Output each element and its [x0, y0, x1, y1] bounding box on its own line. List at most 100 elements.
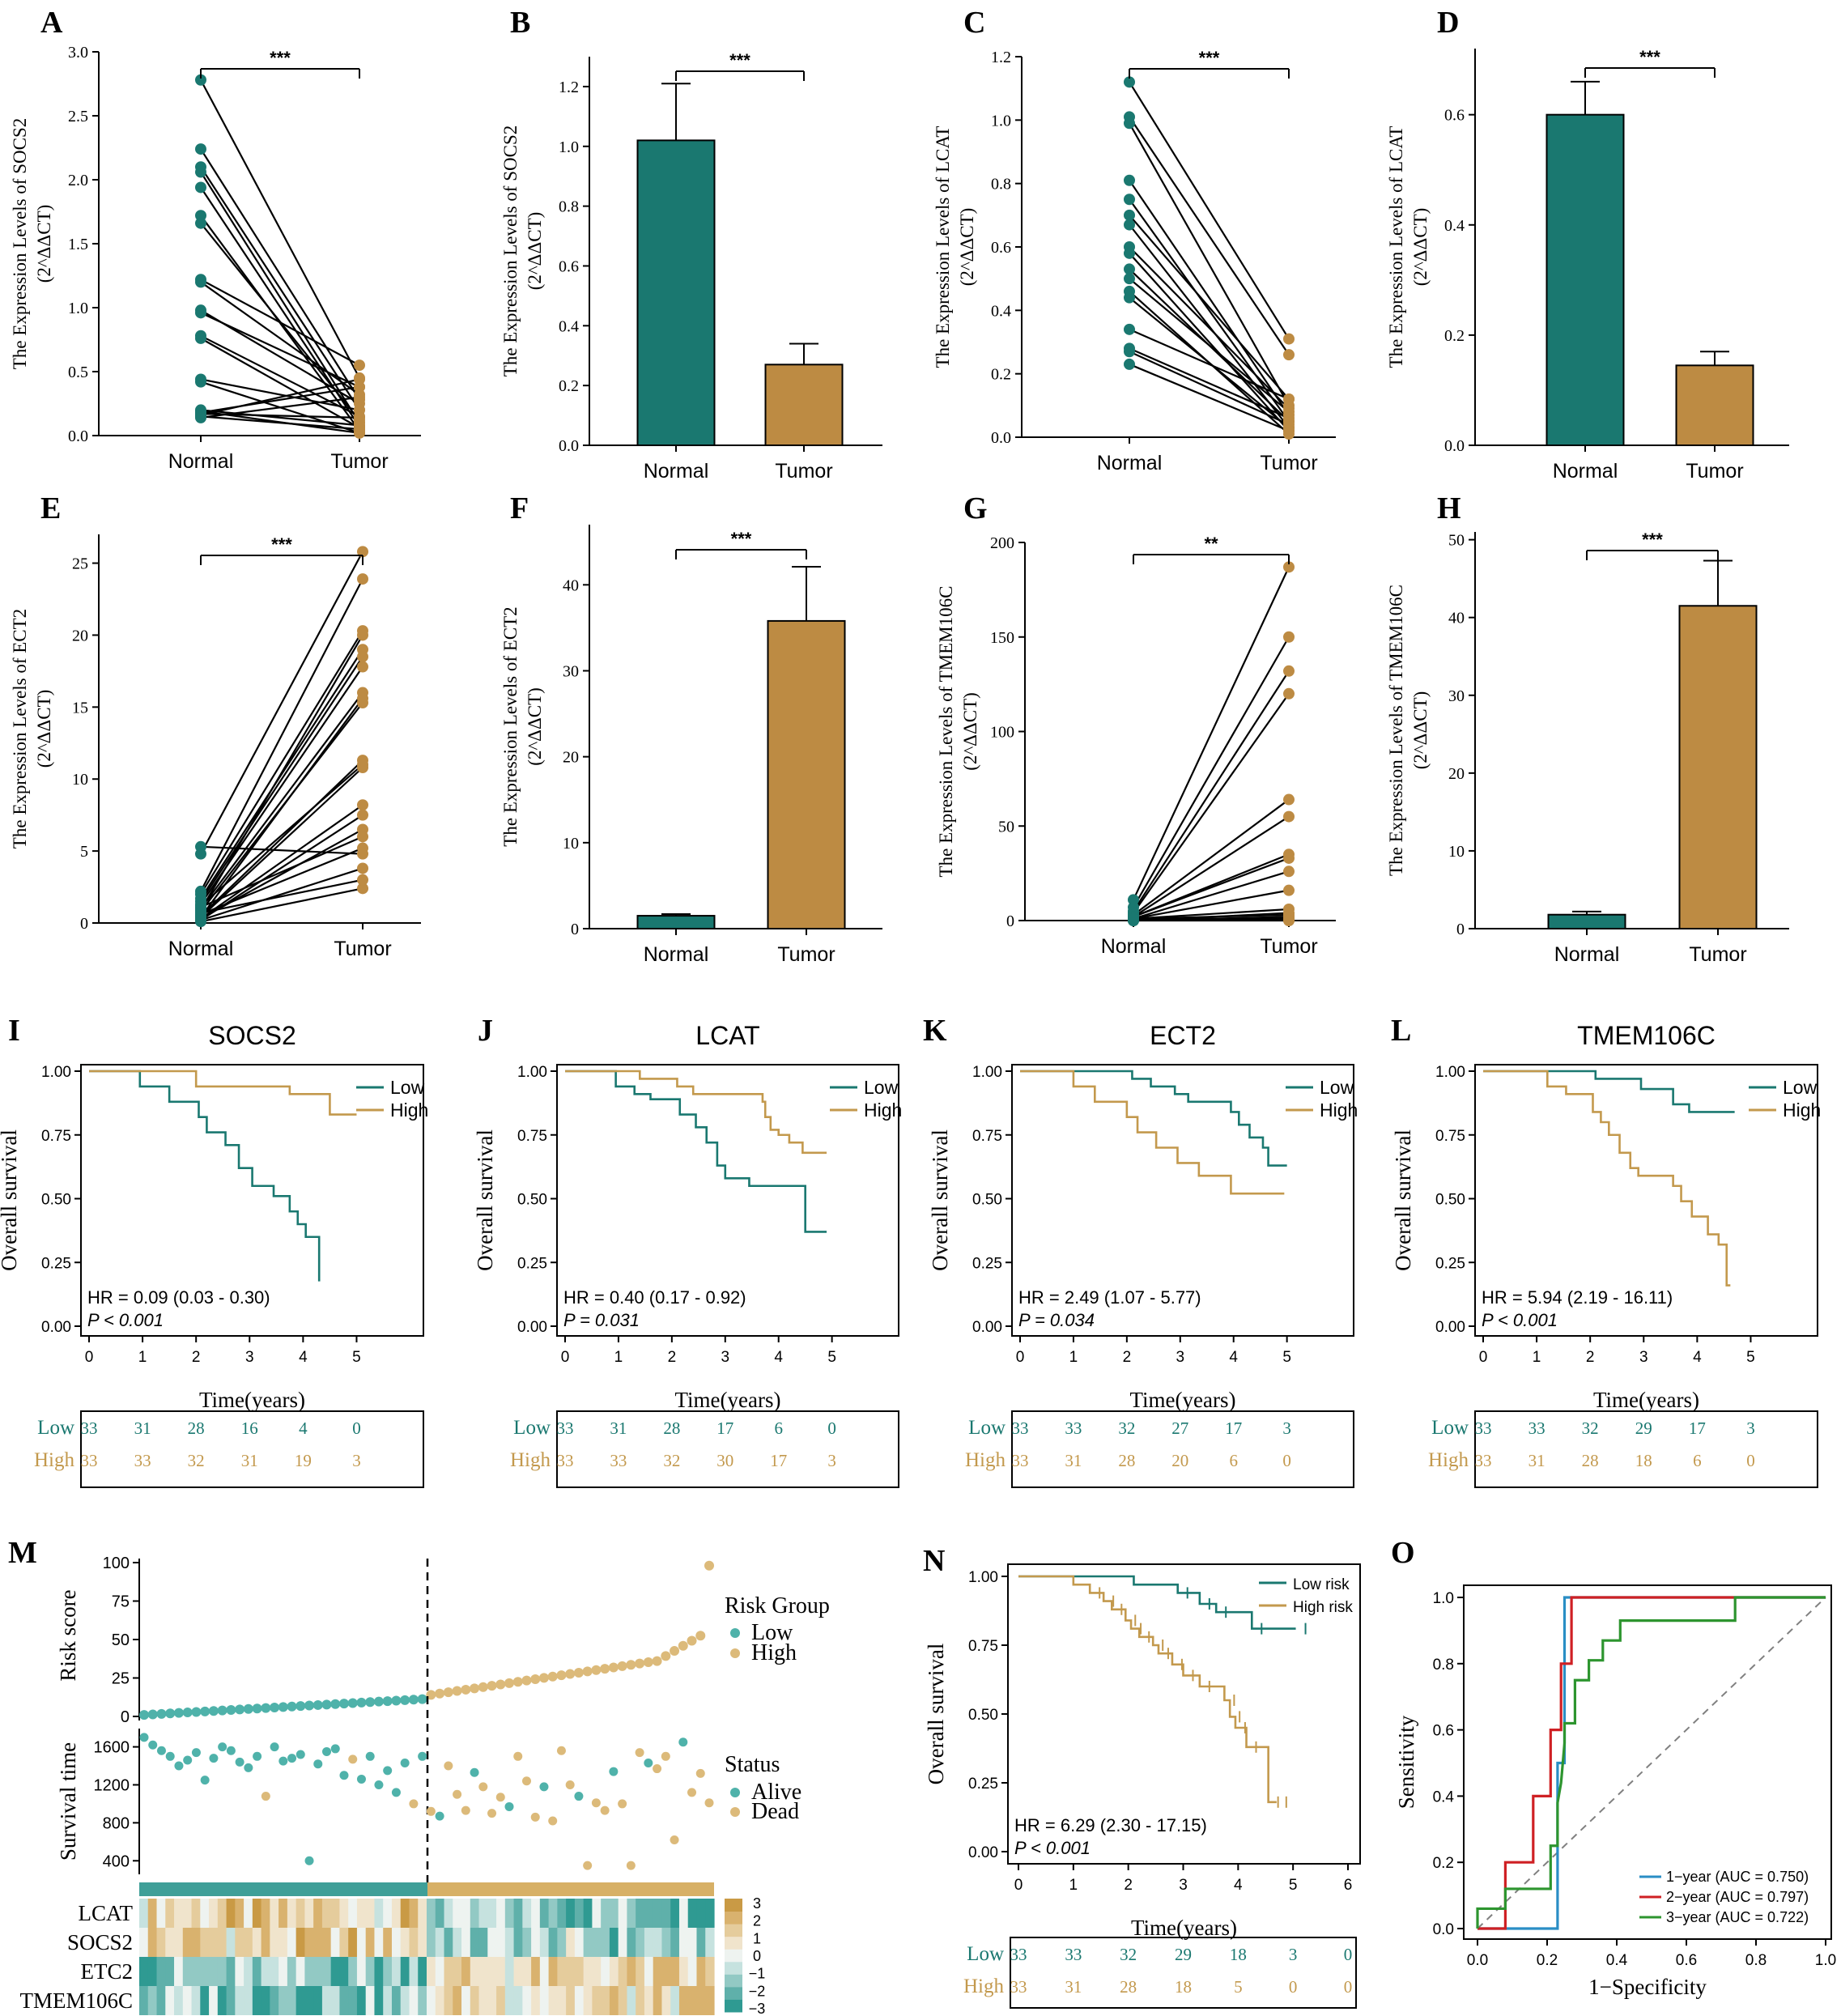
- risk-score-point: [530, 1674, 541, 1685]
- heatmap-cell: [287, 1957, 297, 1986]
- y-tick-label: 10: [563, 835, 579, 853]
- y-tick-label: 50: [112, 1631, 130, 1649]
- p-value-text: P = 0.031: [563, 1310, 640, 1330]
- heatmap-cell: [574, 1928, 585, 1957]
- panel-letter-J: J: [478, 1014, 493, 1048]
- heatmap-cell: [557, 1986, 567, 2015]
- pair-line: [200, 878, 364, 914]
- panel-D: The Expression Levels of LCAT (2^ΔΔCT) 0.0…: [1386, 47, 1789, 483]
- risk-score-point: [278, 1702, 288, 1712]
- tumor-point: [1283, 561, 1295, 573]
- x-tick-label: 0.0: [1467, 1952, 1488, 1969]
- panel-J: LCAT 0.00 0.25 0.50 0.75 1.00 0 1 2 3 4 5 Overall su…: [473, 1021, 902, 1488]
- x-tick-label: 3: [1639, 1349, 1648, 1366]
- risk-score-point: [487, 1681, 497, 1691]
- risk-table-value: 32: [1120, 1945, 1137, 1964]
- survival-time-point: [504, 1801, 514, 1811]
- tumor-point: [1283, 425, 1295, 437]
- panel-O: 0.0 0.2 0.4 0.6 0.8 1.0 0.0 0.2 0.4 0.6 0.8 1.0 Sens…: [1394, 1584, 1836, 1999]
- risk-score-point: [591, 1665, 602, 1675]
- heatmap-cell: [313, 1928, 323, 1957]
- heatmap-cell: [330, 1986, 341, 2015]
- heatmap-cell: [261, 1986, 270, 2015]
- colorbar-segment: [725, 1911, 742, 1925]
- y-tick-label: 1.00: [517, 1064, 547, 1081]
- heatmap-cell: [522, 1928, 532, 1957]
- heatmap-cell: [304, 1957, 314, 1986]
- heatmap-cell: [252, 1899, 262, 1928]
- y-axis-title: The Expression Levels of LCAT: [933, 126, 953, 368]
- risk-score-point: [173, 1708, 184, 1718]
- heatmap-cell: [557, 1957, 567, 1986]
- heatmap-cell: [165, 1899, 175, 1928]
- heatmap-cell: [609, 1899, 619, 1928]
- panel-B: The Expression Levels of SOCS2 (2^ΔΔCT) 0.…: [500, 50, 882, 483]
- y-tick-label: 150: [990, 629, 1014, 647]
- y-tick-label: 0.4: [559, 317, 579, 335]
- heatmap-cell: [539, 1957, 550, 1986]
- km-title: ECT2: [1150, 1021, 1216, 1050]
- panel-G: The Expression Levels of TMEM106C (2^ΔΔCT…: [936, 534, 1336, 958]
- heatmap-cell: [513, 1928, 523, 1957]
- risk-table-row-label: High: [510, 1449, 551, 1471]
- normal-point: [1124, 209, 1135, 221]
- y-tick-label: 0.75: [1435, 1128, 1465, 1145]
- x-tick-label: 5: [352, 1349, 361, 1366]
- heatmap-cell: [400, 1957, 410, 1986]
- heatmap-row-label: TMEM106C: [19, 1988, 133, 2013]
- y-tick-label: 0: [1006, 912, 1014, 930]
- risk-score-point: [382, 1696, 393, 1707]
- heatmap-cell: [226, 1899, 236, 1928]
- survival-time-point: [548, 1816, 558, 1826]
- x-tick-label: 1: [1069, 1877, 1078, 1894]
- heatmap-cell: [601, 1928, 610, 1957]
- tumor-point: [1283, 866, 1295, 878]
- survival-time-point: [295, 1750, 305, 1759]
- heatmap-cell: [261, 1899, 270, 1928]
- survival-time-point: [156, 1746, 166, 1755]
- panel-H: The Expression Levels of TMEM106C (2^ΔΔCT…: [1386, 530, 1789, 966]
- heatmap-cell: [670, 1928, 680, 1957]
- heatmap-cell: [383, 1957, 393, 1986]
- x-tick-label: 0: [1014, 1877, 1023, 1894]
- y-tick-label: 1.00: [1435, 1064, 1465, 1081]
- heatmap-cell: [557, 1899, 567, 1928]
- heatmap-cell: [696, 1986, 706, 2015]
- panel-K: ECT2 0.00 0.25 0.50 0.75 1.00 0 1 2 3 4 5 Overall su…: [928, 1021, 1358, 1488]
- heatmap-cell: [200, 1928, 210, 1957]
- heatmap-cell: [295, 1899, 305, 1928]
- heatmap-cell: [244, 1899, 253, 1928]
- y-tick-label: 0.50: [41, 1192, 71, 1209]
- risk-score-point: [356, 1697, 367, 1708]
- risk-score-point: [582, 1666, 593, 1677]
- risk-table-value: 3: [1289, 1945, 1298, 1964]
- y-tick-label: 1.0: [559, 138, 579, 156]
- normal-point: [1124, 323, 1135, 335]
- heatmap-cell: [139, 1899, 149, 1928]
- survival-time-point: [478, 1782, 488, 1792]
- heatmap-cell: [295, 1957, 305, 1986]
- y-tick-label: 0.50: [972, 1192, 1002, 1209]
- heatmap-cell: [270, 1986, 279, 2015]
- survival-time-point: [183, 1755, 193, 1765]
- heatmap-cell: [687, 1957, 698, 1986]
- tumor-point: [1283, 884, 1295, 896]
- risk-table-value: 33: [610, 1451, 627, 1470]
- y-tick-label: 1.00: [968, 1569, 998, 1586]
- y-tick-label: 1.0: [68, 300, 88, 317]
- risk-table-value: 33: [1065, 1945, 1082, 1964]
- y-tick-label: 0.00: [968, 1844, 998, 1861]
- normal-point: [1124, 117, 1135, 130]
- heatmap-cell: [147, 1986, 158, 2015]
- tumor-point: [357, 874, 368, 886]
- risk-score-point: [330, 1699, 341, 1709]
- normal-point: [195, 907, 206, 919]
- y-tick-label: 0.8: [559, 198, 579, 216]
- pair-line: [200, 166, 360, 411]
- heatmap-cell: [330, 1928, 341, 1957]
- risk-score-point: [304, 1700, 315, 1711]
- risk-table-row-label: Low: [968, 1417, 1006, 1439]
- colorbar-tick-label: −1: [749, 1966, 766, 1982]
- heatmap-cell: [636, 1986, 645, 2015]
- risk-score-point: [208, 1706, 219, 1716]
